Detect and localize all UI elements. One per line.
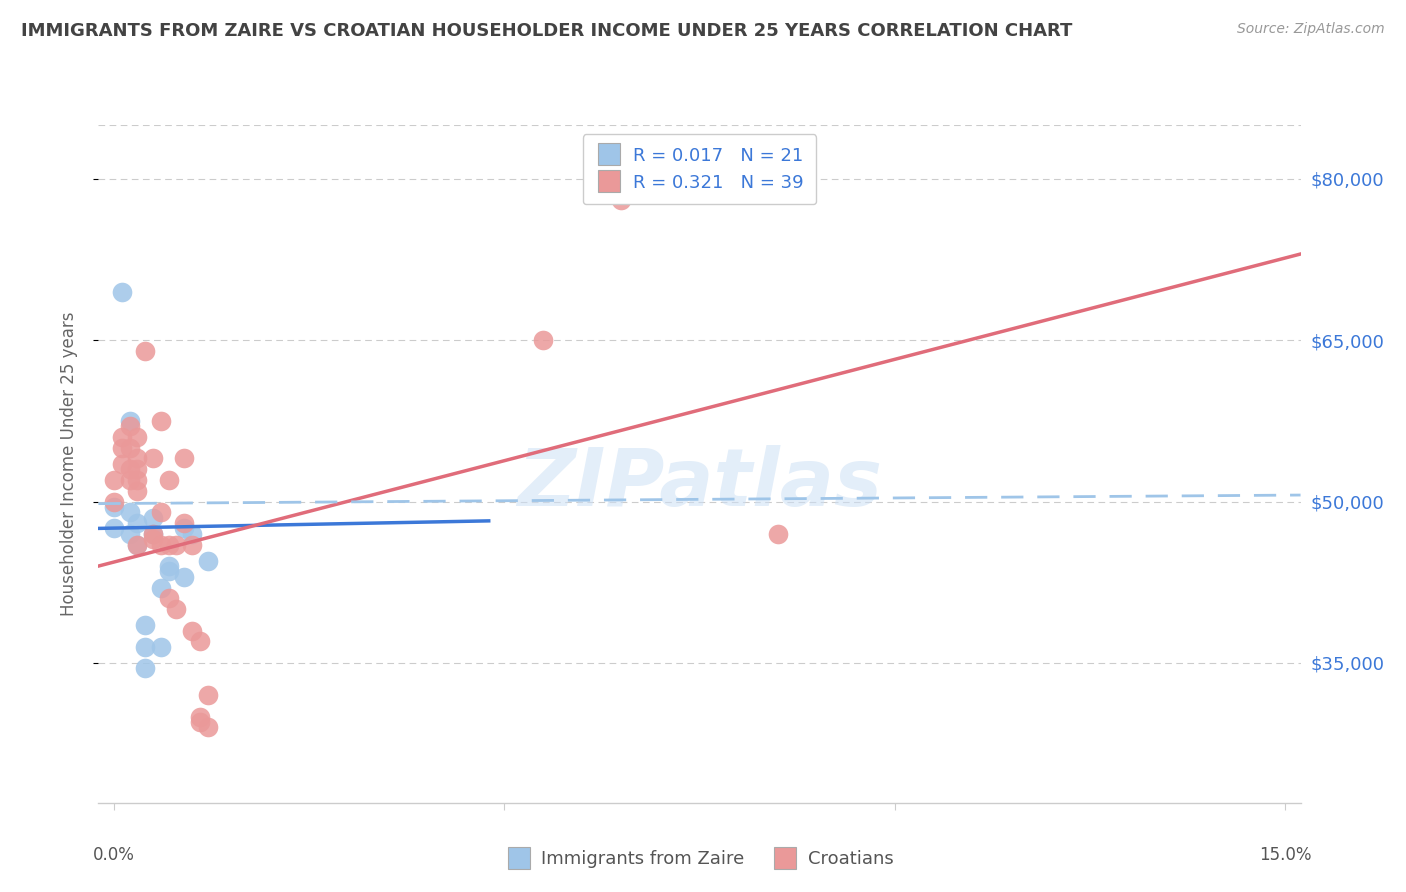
Point: [157, 559, 180, 574]
Point: [111, 441, 134, 455]
Text: 0.0%: 0.0%: [93, 846, 135, 863]
Point: [188, 709, 211, 723]
Point: [127, 451, 149, 466]
Point: [157, 565, 180, 579]
Point: [134, 661, 156, 675]
Point: [103, 500, 125, 514]
Point: [127, 537, 149, 551]
Point: [173, 521, 195, 535]
Point: [111, 457, 134, 471]
Point: [766, 526, 789, 541]
Point: [118, 473, 141, 487]
Point: [188, 715, 211, 730]
Point: [149, 581, 172, 595]
Point: [134, 618, 156, 632]
Point: [111, 430, 134, 444]
Point: [166, 602, 188, 616]
Text: IMMIGRANTS FROM ZAIRE VS CROATIAN HOUSEHOLDER INCOME UNDER 25 YEARS CORRELATION : IMMIGRANTS FROM ZAIRE VS CROATIAN HOUSEH…: [21, 22, 1073, 40]
Point: [188, 634, 211, 648]
Point: [157, 537, 180, 551]
Point: [181, 526, 204, 541]
Point: [157, 591, 180, 606]
Point: [127, 483, 149, 498]
Point: [118, 441, 141, 455]
Legend: Immigrants from Zaire, Croatians: Immigrants from Zaire, Croatians: [498, 843, 901, 875]
Point: [118, 419, 141, 434]
Text: ZIPatlas: ZIPatlas: [517, 445, 882, 524]
Point: [127, 473, 149, 487]
Point: [149, 640, 172, 654]
Point: [142, 510, 165, 524]
Point: [173, 516, 195, 530]
Point: [111, 285, 134, 299]
Point: [103, 521, 125, 535]
Point: [149, 414, 172, 428]
Point: [142, 526, 165, 541]
Point: [142, 526, 165, 541]
Point: [531, 333, 554, 347]
Point: [103, 473, 125, 487]
Point: [134, 640, 156, 654]
Point: [127, 516, 149, 530]
Point: [142, 532, 165, 546]
Point: [127, 430, 149, 444]
Point: [149, 505, 172, 519]
Point: [173, 451, 195, 466]
Text: 15.0%: 15.0%: [1258, 846, 1312, 863]
Point: [127, 537, 149, 551]
Point: [173, 570, 195, 584]
Point: [127, 462, 149, 476]
Point: [197, 554, 219, 568]
Point: [610, 193, 633, 207]
Point: [103, 494, 125, 508]
Y-axis label: Householder Income Under 25 years: Householder Income Under 25 years: [59, 311, 77, 616]
Text: Source: ZipAtlas.com: Source: ZipAtlas.com: [1237, 22, 1385, 37]
Point: [118, 526, 141, 541]
Point: [118, 414, 141, 428]
Point: [181, 624, 204, 638]
Point: [197, 688, 219, 702]
Point: [118, 505, 141, 519]
Point: [149, 537, 172, 551]
Point: [197, 721, 219, 735]
Point: [166, 537, 188, 551]
Point: [157, 473, 180, 487]
Point: [181, 537, 204, 551]
Point: [134, 343, 156, 358]
Point: [142, 451, 165, 466]
Point: [118, 462, 141, 476]
